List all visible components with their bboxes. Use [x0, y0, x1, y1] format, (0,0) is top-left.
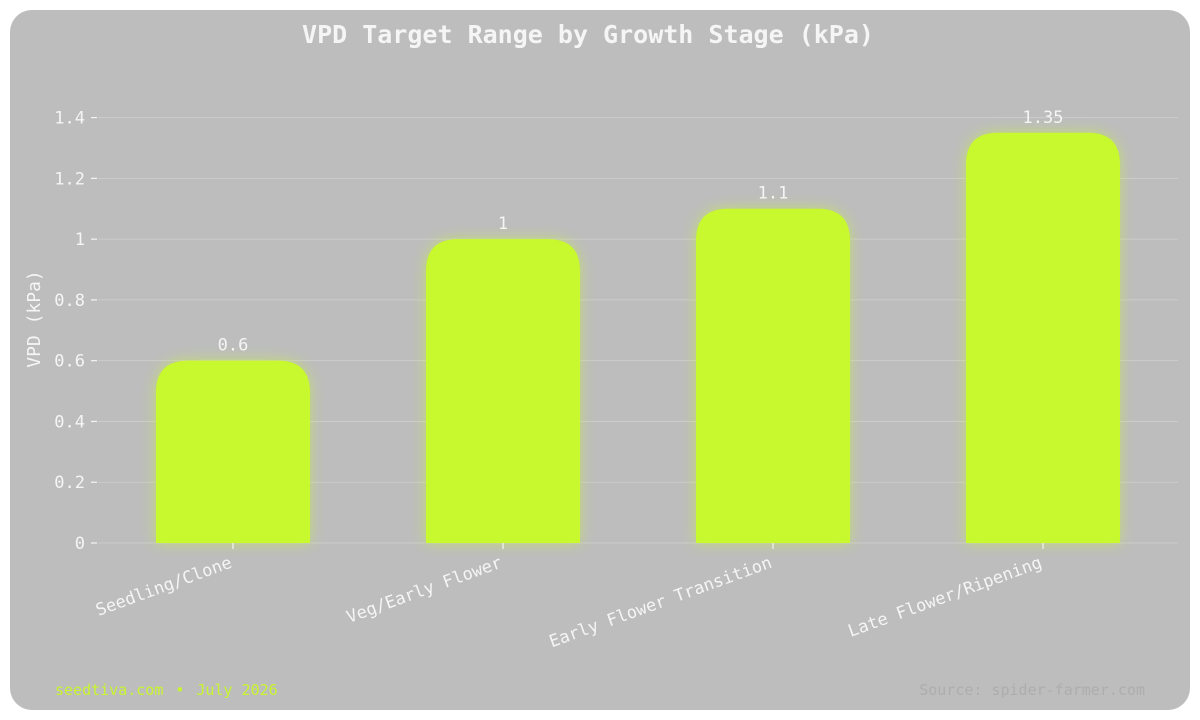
- y-tick-label: 1.2: [54, 169, 85, 189]
- y-tick-label: 0.4: [54, 412, 85, 432]
- x-tick-label: Seedling/Clone: [93, 553, 234, 621]
- footer-site[interactable]: seedtiva.com: [55, 681, 164, 699]
- bar: [696, 208, 850, 543]
- bar: [966, 132, 1120, 543]
- footer-date: July 2026: [196, 681, 278, 699]
- y-tick-label: 0.8: [54, 291, 85, 311]
- bar-value-label: 0.6: [218, 336, 249, 356]
- footer-credit: seedtiva.com • July 2026: [55, 681, 278, 699]
- x-axis-ticks: Seedling/Clone Veg/Early Flower Early Flow…: [93, 543, 1045, 652]
- x-tick-label: Late Flower/Ripening: [846, 553, 1045, 642]
- x-tick-label: Early Flower Transition: [547, 553, 775, 652]
- y-tick-label: 0: [75, 534, 85, 554]
- footer-separator: •: [175, 681, 185, 699]
- y-axis-label: VPD (kPa): [24, 270, 45, 368]
- y-axis-ticks: 0 0.2 0.4 0.6 0.8 1 1.2 1.4: [54, 109, 97, 554]
- bars: 0.6 1 1.1 1.35: [156, 108, 1120, 543]
- footer-source: Source: spider-farmer.com: [919, 681, 1145, 699]
- y-tick-label: 0.2: [54, 473, 85, 493]
- bar: [426, 239, 580, 543]
- bar-value-label: 1: [498, 214, 508, 234]
- y-tick-label: 0.6: [54, 352, 85, 372]
- chart-title: VPD Target Range by Growth Stage (kPa): [302, 20, 874, 49]
- chart-card: VPD Target Range by Growth Stage (kPa) 0…: [10, 10, 1190, 710]
- bar: [156, 360, 310, 543]
- bar-value-label: 1.1: [758, 184, 789, 204]
- x-tick-label: Veg/Early Flower: [344, 553, 505, 628]
- bar-chart: VPD Target Range by Growth Stage (kPa) 0…: [24, 20, 1178, 652]
- y-tick-label: 1: [75, 230, 85, 250]
- y-tick-label: 1.4: [54, 109, 85, 129]
- bar-value-label: 1.35: [1023, 108, 1064, 128]
